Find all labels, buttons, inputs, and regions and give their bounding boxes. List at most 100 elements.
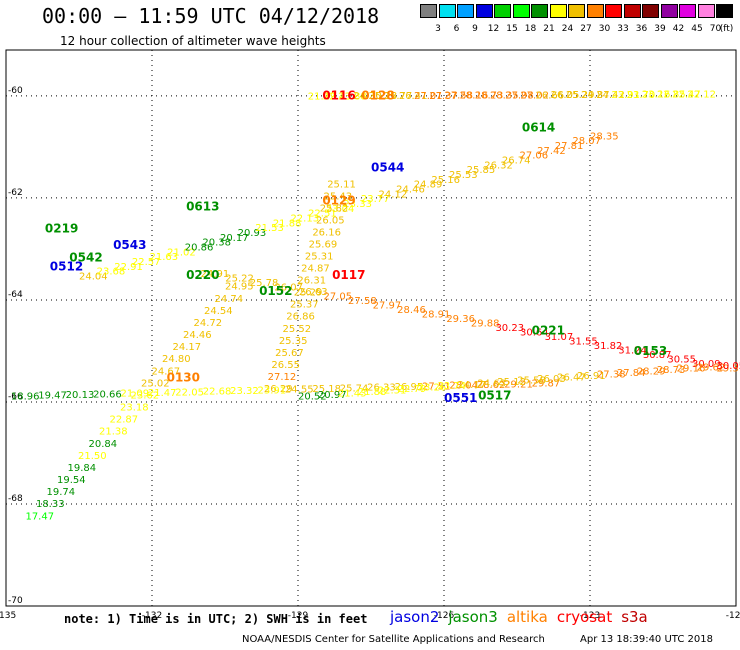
scale-label: 18 (524, 24, 537, 34)
swh-reading: 25.78 (250, 278, 279, 289)
scale-swatch (679, 4, 696, 18)
satellite-name: altika (506, 608, 548, 626)
swh-reading: 25.37 (290, 300, 319, 311)
swh-reading: 19.84 (67, 463, 96, 474)
scale-swatch (623, 4, 641, 18)
swh-reading: 25.22 (225, 273, 254, 284)
y-tick-label: -68 (8, 494, 23, 504)
swh-reading: 27.06 (520, 151, 549, 162)
swh-reading: 25.29 (566, 90, 595, 101)
swh-reading: 17.47 (25, 511, 54, 522)
swh-reading: 20.97 (318, 390, 347, 401)
swh-reading: 26.07 (274, 282, 303, 293)
pass-time-label: 0551 (444, 391, 477, 405)
swh-reading: 25.74 (340, 383, 369, 394)
pass-time-label: 0221 (532, 324, 565, 338)
swh-reading: 23.33 (343, 199, 372, 210)
swh-reading: 28.16 (460, 91, 489, 102)
pass-time-label: 0128 (361, 88, 394, 102)
satellite-name: cryosat (556, 608, 613, 626)
swh-reading: 31.07 (545, 332, 574, 343)
swh-reading: 21.02 (167, 247, 196, 258)
swh-reading: 22.43 (323, 91, 352, 102)
scale-label: 36 (635, 24, 648, 34)
swh-reading: 25.16 (431, 175, 460, 186)
swh-reading: 25.11 (327, 180, 356, 191)
credit-line: NOAA/NESDIS Center for Satellite Applica… (242, 634, 545, 645)
scale-swatch (660, 4, 678, 18)
y-tick-label: -70 (8, 596, 23, 606)
swh-reading: 26.74 (502, 155, 531, 166)
swh-reading: 23.18 (120, 403, 149, 414)
swh-reading: 28.73 (657, 365, 686, 376)
swh-reading: 26.05 (551, 90, 580, 101)
scale-swatch (586, 4, 604, 18)
swh-reading: 26.47 (557, 372, 586, 383)
swh-reading: 18.96 (11, 391, 40, 402)
swh-reading: 25.69 (309, 240, 338, 251)
pass-time-labels: 0116 0128 0614 0544 0129 0613 0219 0543 05420512… (45, 88, 667, 404)
swh-reading: 20.38 (202, 238, 231, 249)
swh-reading: 24.30 (353, 91, 382, 102)
swh-reading: 20.66 (93, 389, 122, 400)
y-tick-label: -66 (8, 392, 23, 402)
swh-reading: 24.12 (379, 189, 408, 200)
wave-height-readings: 21.1922.4323.8824.3025.1825.7726.4127.01… (11, 89, 740, 522)
swh-reading: 29.62 (697, 362, 726, 373)
swh-reading: 24.42 (596, 90, 625, 101)
pass-time-label: 0117 (332, 268, 365, 282)
map-frame (5, 49, 737, 607)
x-tick-label: -123 (580, 611, 600, 621)
scale-swatch (549, 4, 567, 18)
pass-time-label: 0512 (50, 259, 83, 273)
swh-reading: 27.97 (373, 300, 402, 311)
swh-reading: 24.17 (172, 342, 201, 353)
swh-reading: 19.54 (57, 475, 86, 486)
swh-reading: 20.52 (298, 391, 327, 402)
swh-reading: 24.87 (581, 90, 610, 101)
swh-reading: 24.67 (151, 366, 180, 377)
swh-reading: 22.91 (114, 262, 143, 273)
y-tick-label: -60 (8, 86, 23, 96)
swh-reading: 27.58 (444, 91, 473, 102)
scale-label: 12 (487, 24, 500, 34)
swh-reading: 23.16 (642, 90, 671, 101)
swh-reading: 30.23 (495, 323, 524, 334)
scale-swatch (605, 4, 622, 18)
swh-reading: 21.53 (255, 223, 284, 234)
y-tick-label: -64 (8, 290, 23, 300)
swh-reading: 28.07 (572, 136, 601, 147)
satellite-name: jason3 (448, 608, 498, 626)
satellite-name: jason2 (390, 608, 440, 626)
x-tick-label: -129 (288, 611, 309, 621)
swh-reading: 29.87 (532, 379, 561, 390)
scale-label: 27 (580, 24, 592, 34)
scale-swatch (697, 4, 715, 18)
scale-label: 21 (543, 24, 555, 34)
swh-reading: 24.80 (162, 354, 191, 365)
x-tick-label: -120 (726, 611, 740, 621)
pass-time-label: 0116 (322, 88, 355, 102)
swh-reading: 27.58 (348, 296, 377, 307)
wave-height-color-scale: 3 6 9 12 15 18 21 24 27 30 33 36 39 42 45 70 (ft) (420, 4, 738, 34)
pass-time-label: 0219 (45, 222, 78, 236)
scale-swatch (531, 4, 548, 18)
swh-reading: 21.50 (78, 451, 107, 462)
swh-reading: 25.85 (467, 165, 496, 176)
swh-reading: 23.26 (418, 383, 447, 394)
swh-reading: 24.63 (477, 378, 506, 389)
swh-reading: 30.09 (692, 359, 721, 370)
swh-reading: 21.88 (273, 218, 302, 229)
swh-reading: 26.31 (297, 276, 326, 287)
scale-label: 70 (709, 24, 722, 34)
swh-reading: 28.91 (422, 309, 451, 320)
swh-reading: 29.37 (717, 363, 740, 374)
swh-reading: 20.13 (66, 390, 95, 401)
swh-reading: 26.95 (395, 382, 424, 393)
satellite-legend: jason2 jason3 altika cryosat s3a (390, 608, 657, 626)
x-tick-label: -126 (434, 611, 455, 621)
swh-reading: 26.63 (299, 287, 328, 298)
swh-reading: 25.77 (384, 91, 413, 102)
swh-reading: 28.62 (477, 380, 506, 391)
scale-label: 15 (506, 24, 518, 34)
